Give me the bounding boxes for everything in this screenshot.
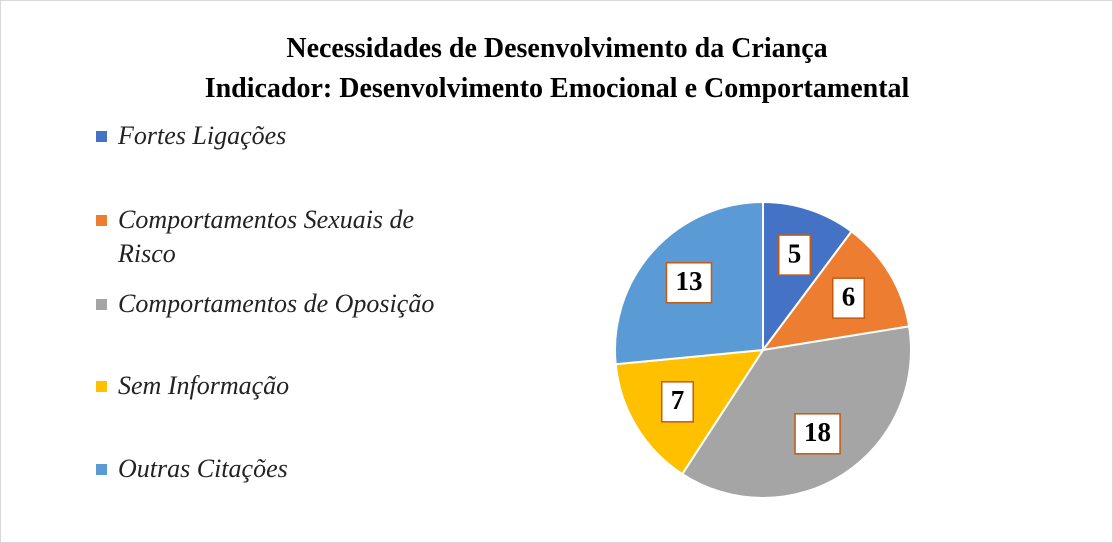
data-label-box xyxy=(665,262,713,304)
legend-item: Outras Citações xyxy=(96,452,456,486)
legend-item: Comportamentos de Oposição xyxy=(96,287,456,321)
data-label: 6 xyxy=(842,281,856,311)
legend-swatch xyxy=(96,131,107,142)
legend-swatch xyxy=(96,464,107,475)
legend-swatch xyxy=(96,381,107,392)
legend-swatch xyxy=(96,299,107,310)
data-label-box xyxy=(794,413,841,455)
chart-title: Necessidades de Desenvolvimento da Crian… xyxy=(286,33,827,64)
data-label: 7 xyxy=(671,385,685,415)
legend-label: Comportamentos Sexuais de Risco xyxy=(118,205,415,268)
legend-label: Outras Citações xyxy=(118,454,288,483)
data-label: 18 xyxy=(804,417,831,447)
legend-item: Comportamentos Sexuais de Risco xyxy=(96,203,456,271)
legend-label: Sem Informação xyxy=(118,371,290,400)
legend-item: Sem Informação xyxy=(96,369,456,403)
pie-slice xyxy=(680,325,912,499)
legend-item: Fortes Ligações xyxy=(96,119,456,153)
data-label: 13 xyxy=(675,266,702,296)
data-label-box xyxy=(778,234,812,276)
legend-label: Fortes Ligações xyxy=(118,121,287,150)
data-label: 5 xyxy=(788,238,802,268)
legend-label: Comportamentos de Oposição xyxy=(118,289,435,318)
data-label-box xyxy=(660,381,694,423)
data-label-box xyxy=(832,277,866,319)
chart-title: Indicador: Desenvolvimento Emocional e C… xyxy=(205,73,910,104)
legend-swatch xyxy=(96,215,107,226)
